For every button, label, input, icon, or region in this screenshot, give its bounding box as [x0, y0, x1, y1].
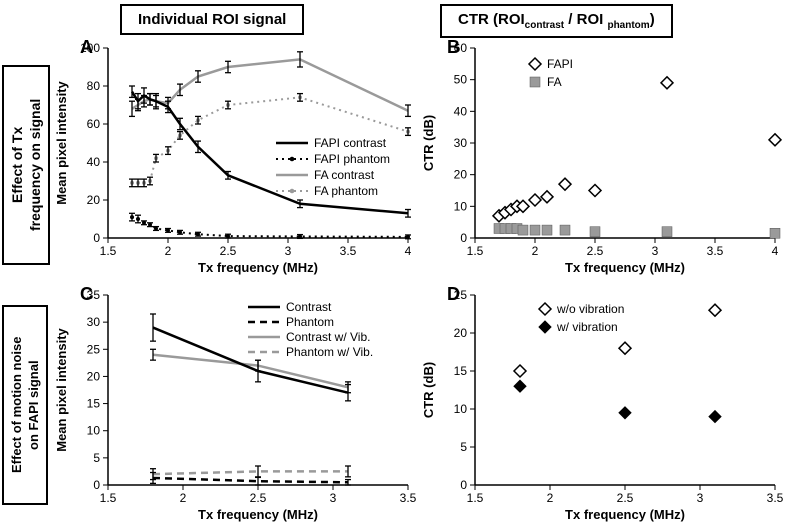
- svg-text:w/o vibration: w/o vibration: [556, 302, 624, 316]
- svg-text:10: 10: [87, 424, 101, 438]
- svg-text:5: 5: [93, 451, 100, 465]
- svg-text:2.5: 2.5: [220, 244, 237, 258]
- svg-text:2.5: 2.5: [587, 244, 604, 258]
- svg-text:Tx frequency (MHz): Tx frequency (MHz): [198, 260, 318, 275]
- svg-text:0: 0: [93, 478, 100, 492]
- svg-text:Mean pixel intensity: Mean pixel intensity: [54, 80, 69, 204]
- svg-text:20: 20: [87, 193, 101, 207]
- svg-text:1.5: 1.5: [467, 491, 484, 505]
- svg-text:Phantom: Phantom: [286, 315, 334, 329]
- svg-text:20: 20: [454, 168, 468, 182]
- svg-text:30: 30: [87, 315, 101, 329]
- svg-text:2: 2: [180, 491, 187, 505]
- svg-text:0: 0: [460, 478, 467, 492]
- svg-text:15: 15: [454, 364, 468, 378]
- svg-text:FAPI phantom: FAPI phantom: [314, 152, 390, 166]
- svg-text:2.5: 2.5: [617, 491, 634, 505]
- svg-text:10: 10: [454, 402, 468, 416]
- svg-text:2: 2: [165, 244, 172, 258]
- svg-text:1.5: 1.5: [100, 491, 117, 505]
- svg-text:80: 80: [87, 79, 101, 93]
- svg-text:3: 3: [285, 244, 292, 258]
- svg-text:Mean pixel intensity: Mean pixel intensity: [54, 327, 69, 451]
- svg-text:20: 20: [87, 369, 101, 383]
- svg-text:3.5: 3.5: [707, 244, 724, 258]
- panel-D: D1.522.533.50510152025Tx frequency (MHz)…: [421, 284, 784, 522]
- svg-text:10: 10: [454, 199, 468, 213]
- svg-text:3: 3: [330, 491, 337, 505]
- svg-text:FA contrast: FA contrast: [314, 168, 375, 182]
- svg-text:FA phantom: FA phantom: [314, 184, 378, 198]
- svg-text:2.5: 2.5: [250, 491, 267, 505]
- svg-text:w/ vibration: w/ vibration: [556, 320, 618, 334]
- svg-text:35: 35: [87, 288, 101, 302]
- svg-text:3: 3: [697, 491, 704, 505]
- svg-text:CTR (dB): CTR (dB): [421, 115, 436, 171]
- svg-text:1.5: 1.5: [467, 244, 484, 258]
- svg-text:40: 40: [454, 104, 468, 118]
- panel-B: B1.522.533.540102030405060Tx frequency (…: [421, 37, 781, 275]
- svg-text:Contrast: Contrast: [286, 300, 332, 314]
- svg-text:Phantom w/ Vib.: Phantom w/ Vib.: [286, 345, 373, 359]
- svg-text:Tx frequency (MHz): Tx frequency (MHz): [565, 260, 685, 275]
- svg-text:4: 4: [772, 244, 779, 258]
- svg-text:100: 100: [80, 41, 100, 55]
- svg-text:2: 2: [532, 244, 539, 258]
- svg-text:FA: FA: [547, 75, 562, 89]
- svg-text:0: 0: [93, 231, 100, 245]
- svg-text:3.5: 3.5: [400, 491, 417, 505]
- svg-text:2: 2: [547, 491, 554, 505]
- svg-text:20: 20: [454, 326, 468, 340]
- svg-text:FAPI: FAPI: [547, 57, 573, 71]
- svg-text:Contrast w/ Vib.: Contrast w/ Vib.: [286, 330, 370, 344]
- figure-svg: A1.522.533.54020406080100Tx frequency (M…: [0, 0, 800, 529]
- svg-text:Tx frequency (MHz): Tx frequency (MHz): [565, 507, 685, 522]
- svg-text:Tx frequency (MHz): Tx frequency (MHz): [198, 507, 318, 522]
- svg-text:CTR (dB): CTR (dB): [421, 362, 436, 418]
- svg-text:25: 25: [87, 342, 101, 356]
- svg-text:5: 5: [460, 440, 467, 454]
- svg-text:60: 60: [454, 41, 468, 55]
- svg-text:1.5: 1.5: [100, 244, 117, 258]
- panel-A: A1.522.533.54020406080100Tx frequency (M…: [54, 37, 412, 275]
- svg-text:0: 0: [460, 231, 467, 245]
- svg-text:25: 25: [454, 288, 468, 302]
- svg-text:3: 3: [652, 244, 659, 258]
- svg-text:3.5: 3.5: [340, 244, 357, 258]
- svg-text:3.5: 3.5: [767, 491, 784, 505]
- svg-text:40: 40: [87, 155, 101, 169]
- svg-text:FAPI contrast: FAPI contrast: [314, 136, 387, 150]
- svg-text:30: 30: [454, 136, 468, 150]
- svg-text:60: 60: [87, 117, 101, 131]
- panel-C: C1.522.533.505101520253035Tx frequency (…: [54, 284, 417, 522]
- svg-text:4: 4: [405, 244, 412, 258]
- svg-text:15: 15: [87, 397, 101, 411]
- svg-text:50: 50: [454, 73, 468, 87]
